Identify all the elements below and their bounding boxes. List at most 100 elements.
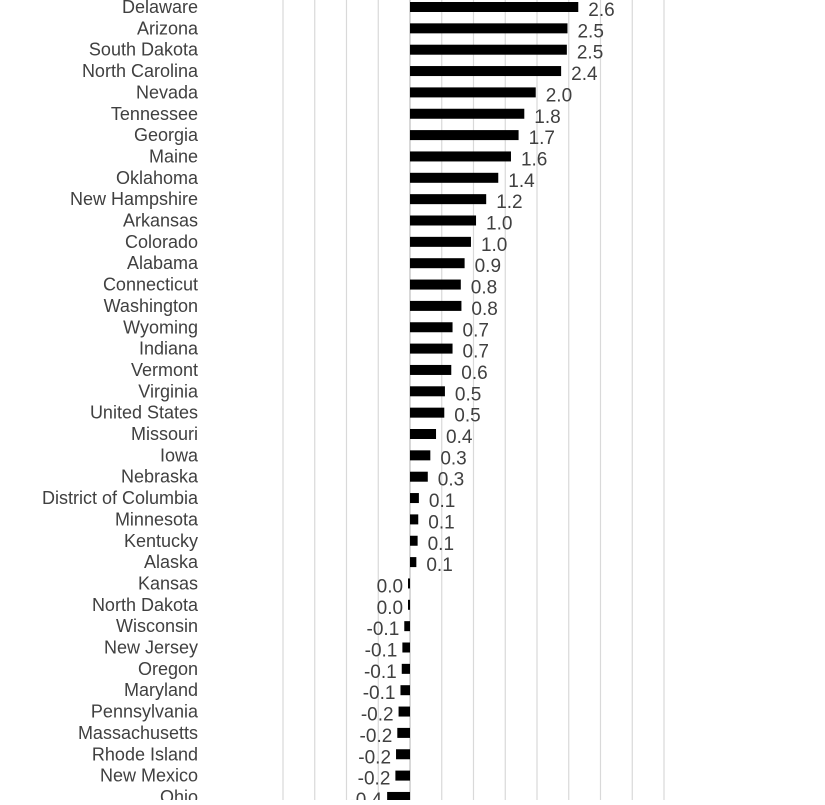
bar-rhode-island: [396, 749, 410, 760]
bars: [387, 2, 579, 802]
category-label-iowa: Iowa: [160, 445, 199, 465]
bar-minnesota: [410, 514, 419, 525]
category-label-oregon: Oregon: [138, 659, 198, 679]
category-label-missouri: Missouri: [131, 424, 198, 444]
bar-wyoming: [410, 322, 453, 333]
bar-delaware: [410, 2, 579, 12]
value-label-new-hampshire: 1.2: [496, 192, 522, 213]
value-label-iowa: 0.3: [440, 448, 466, 469]
category-label-north-carolina: North Carolina: [82, 61, 199, 81]
bar-massachusetts: [397, 727, 410, 738]
value-label-indiana: 0.7: [463, 342, 489, 363]
category-label-pennsylvania: Pennsylvania: [91, 702, 199, 722]
value-labels: 2.62.52.52.42.01.81.71.61.41.21.01.00.90…: [349, 0, 614, 805]
value-label-kentucky: 0.1: [428, 534, 454, 555]
value-label-connecticut: 0.8: [471, 278, 497, 299]
bar-indiana: [410, 343, 453, 354]
value-label-north-carolina: 2.4: [571, 64, 598, 85]
value-label-alabama: 0.9: [475, 256, 501, 277]
bar-south-dakota: [410, 44, 567, 55]
category-label-rhode-island: Rhode Island: [92, 744, 198, 764]
category-label-tennessee: Tennessee: [111, 104, 198, 124]
bar-missouri: [410, 429, 437, 439]
bar-north-dakota: [408, 599, 410, 610]
value-label-nevada: 2.0: [546, 85, 572, 106]
value-label-district-of-columbia: 0.1: [429, 491, 455, 512]
category-label-wyoming: Wyoming: [123, 317, 198, 337]
category-label-nebraska: Nebraska: [121, 467, 199, 487]
value-label-arizona: 2.5: [577, 21, 603, 42]
category-label-ohio: Ohio: [160, 787, 198, 800]
bar-tennessee: [410, 108, 525, 119]
value-label-united-states: 0.5: [454, 406, 480, 427]
category-label-new-jersey: New Jersey: [104, 638, 198, 658]
bar-maryland: [400, 685, 410, 696]
value-label-rhode-island: -0.2: [358, 747, 391, 768]
category-label-washington: Washington: [104, 296, 198, 316]
bar-ohio: [387, 791, 410, 802]
category-label-alaska: Alaska: [144, 552, 199, 572]
bar-nevada: [410, 87, 536, 98]
bar-arizona: [410, 23, 568, 34]
value-label-south-dakota: 2.5: [577, 43, 603, 64]
category-label-arizona: Arizona: [137, 18, 199, 38]
value-label-missouri: 0.4: [446, 427, 473, 448]
bar-new-mexico: [395, 770, 410, 781]
value-label-tennessee: 1.8: [534, 107, 560, 128]
value-label-vermont: 0.6: [461, 363, 487, 384]
category-label-vermont: Vermont: [131, 360, 198, 380]
bar-district-of-columbia: [410, 493, 419, 504]
bar-kansas: [408, 578, 410, 589]
value-label-north-dakota: 0.0: [377, 598, 403, 619]
bar-alaska: [410, 557, 417, 568]
bar-kentucky: [410, 535, 418, 546]
value-label-maryland: -0.1: [363, 683, 396, 704]
category-label-oklahoma: Oklahoma: [116, 168, 199, 188]
bar-wisconsin: [404, 621, 410, 632]
bar-pennsylvania: [398, 706, 410, 717]
bar-alabama: [410, 258, 465, 269]
value-label-delaware: 2.6: [588, 0, 614, 21]
category-label-maryland: Maryland: [124, 680, 198, 700]
category-label-nevada: Nevada: [136, 82, 199, 102]
category-label-minnesota: Minnesota: [115, 509, 199, 529]
bar-north-carolina: [410, 66, 562, 77]
bar-maine: [410, 151, 511, 162]
bar-united-states: [410, 407, 445, 418]
category-label-connecticut: Connecticut: [103, 275, 198, 295]
category-label-maine: Maine: [149, 146, 198, 166]
category-label-wisconsin: Wisconsin: [116, 616, 198, 636]
category-label-united-states: United States: [90, 403, 198, 423]
category-label-north-dakota: North Dakota: [92, 595, 199, 615]
value-label-wyoming: 0.7: [463, 320, 489, 341]
category-label-kentucky: Kentucky: [124, 531, 198, 551]
bar-nebraska: [410, 471, 428, 482]
bar-iowa: [410, 450, 431, 461]
category-label-delaware: Delaware: [122, 0, 198, 17]
category-label-kansas: Kansas: [138, 573, 198, 593]
bar-oregon: [401, 663, 410, 674]
category-label-alabama: Alabama: [127, 253, 199, 273]
value-label-georgia: 1.7: [529, 128, 555, 149]
value-label-new-mexico: -0.2: [358, 769, 391, 790]
value-label-virginia: 0.5: [455, 384, 481, 405]
value-label-arkansas: 1.0: [486, 214, 512, 235]
bar-colorado: [410, 236, 471, 247]
category-label-colorado: Colorado: [125, 232, 198, 252]
category-label-new-mexico: New Mexico: [100, 766, 198, 786]
bar-georgia: [410, 130, 519, 141]
category-label-indiana: Indiana: [139, 339, 199, 359]
value-label-oregon: -0.1: [364, 662, 397, 683]
value-label-ohio: -0.4: [349, 790, 382, 800]
value-label-washington: 0.8: [471, 299, 497, 320]
value-label-maine: 1.6: [521, 149, 547, 170]
category-label-georgia: Georgia: [134, 125, 199, 145]
value-label-pennsylvania: -0.2: [361, 705, 394, 726]
value-label-kansas: 0.0: [377, 576, 403, 597]
category-label-new-hampshire: New Hampshire: [70, 189, 198, 209]
bar-new-hampshire: [410, 194, 487, 205]
value-label-massachusetts: -0.2: [360, 726, 393, 747]
